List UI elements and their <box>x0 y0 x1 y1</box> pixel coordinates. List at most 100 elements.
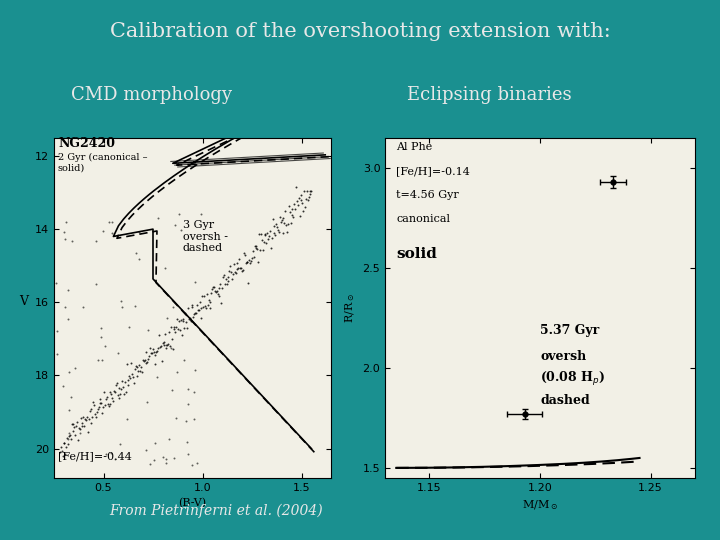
Point <box>195 314 207 322</box>
Point <box>261 239 272 248</box>
Point <box>81 413 93 422</box>
Point <box>122 375 134 384</box>
Point <box>289 205 301 213</box>
Point <box>62 435 73 443</box>
Point <box>114 440 125 448</box>
Point <box>251 241 262 250</box>
Point <box>306 186 318 195</box>
Point <box>104 218 115 226</box>
Point <box>215 280 226 288</box>
Point <box>210 286 221 295</box>
Point <box>123 323 135 332</box>
Point <box>212 289 223 298</box>
Point <box>171 367 182 376</box>
Point <box>253 258 264 267</box>
Point <box>95 399 107 407</box>
Point <box>138 357 150 366</box>
Point <box>96 323 107 332</box>
Point <box>225 267 237 276</box>
Point <box>179 323 190 332</box>
Point <box>143 352 155 361</box>
Point <box>169 221 181 230</box>
Point <box>180 417 192 426</box>
Point <box>218 271 230 279</box>
Point <box>58 439 69 448</box>
Point <box>174 326 186 334</box>
Point <box>91 408 103 416</box>
Point <box>242 257 253 266</box>
Point <box>117 302 128 311</box>
Point <box>297 206 309 215</box>
Point <box>154 342 166 351</box>
Point <box>103 402 114 410</box>
Point <box>96 399 107 408</box>
Point <box>143 355 154 363</box>
Point <box>70 431 81 440</box>
Point <box>194 298 205 306</box>
Point <box>134 227 145 236</box>
Point <box>75 429 86 437</box>
Text: t=4.56 Gyr: t=4.56 Gyr <box>396 190 459 200</box>
Point <box>179 356 190 364</box>
Y-axis label: V: V <box>19 295 28 308</box>
Point <box>89 401 100 409</box>
Point <box>57 382 68 390</box>
Point <box>279 219 290 227</box>
Point <box>130 301 141 310</box>
Point <box>305 190 316 199</box>
Point <box>153 213 164 222</box>
Point <box>99 342 110 350</box>
Point <box>192 306 204 314</box>
Point <box>257 245 269 254</box>
Point <box>104 400 115 409</box>
Point <box>69 363 81 372</box>
Point <box>164 342 176 350</box>
Point <box>60 443 72 451</box>
Point <box>104 388 116 396</box>
Point <box>191 459 202 468</box>
Point <box>85 418 96 427</box>
Point <box>226 275 238 284</box>
Point <box>254 246 266 254</box>
Point <box>219 280 230 288</box>
Point <box>135 366 146 375</box>
Point <box>97 403 109 411</box>
Point <box>166 386 177 394</box>
Point <box>51 349 63 358</box>
Point <box>221 280 233 288</box>
Point <box>93 403 104 411</box>
Point <box>285 218 297 227</box>
Point <box>168 325 180 333</box>
Point <box>246 254 258 262</box>
Point <box>190 308 202 317</box>
Point <box>132 367 144 375</box>
Text: Eclipsing binaries: Eclipsing binaries <box>408 86 572 104</box>
Point <box>82 428 94 437</box>
Point <box>77 422 89 431</box>
Point <box>168 453 179 462</box>
Point <box>246 256 257 265</box>
Point <box>161 314 173 322</box>
Text: [Fe/H]=-0.44: [Fe/H]=-0.44 <box>58 451 132 462</box>
Point <box>240 258 252 267</box>
Point <box>55 442 67 451</box>
Point <box>96 356 107 365</box>
Point <box>222 273 234 281</box>
Point <box>267 215 279 224</box>
Point <box>118 389 130 398</box>
Point <box>149 351 161 360</box>
Point <box>119 378 130 387</box>
Point <box>175 315 186 324</box>
Point <box>63 432 75 441</box>
Point <box>125 374 136 382</box>
Point <box>171 315 183 323</box>
Point <box>255 230 266 238</box>
Point <box>96 408 108 417</box>
Point <box>161 341 172 349</box>
Point <box>204 298 215 306</box>
Point <box>163 328 175 336</box>
Point <box>142 357 153 366</box>
Text: Al Phe: Al Phe <box>396 141 433 152</box>
Point <box>52 327 63 335</box>
Text: dashed: dashed <box>540 394 590 407</box>
